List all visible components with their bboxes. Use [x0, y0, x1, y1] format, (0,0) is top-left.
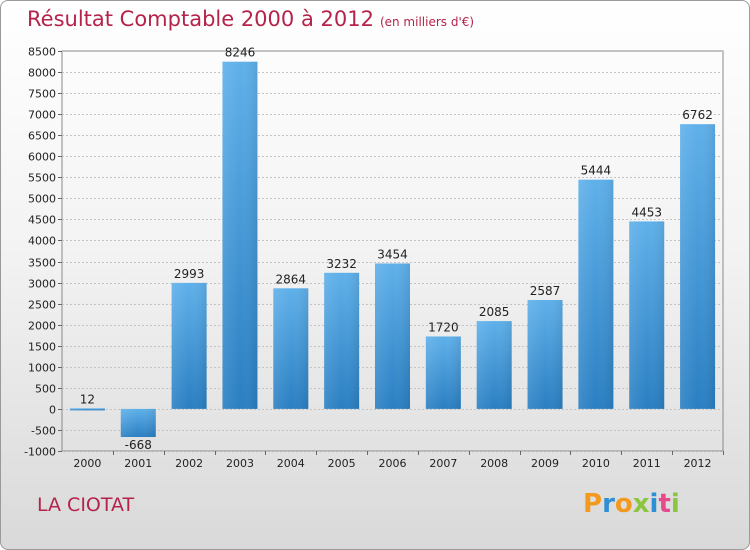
value-label: 2864 [276, 272, 307, 286]
logo-letter: t [658, 489, 671, 519]
x-tick-label: 2001 [124, 457, 152, 470]
bar-shade [375, 263, 410, 409]
y-tick-label: 6000 [28, 151, 56, 164]
logo-letter: i [670, 489, 680, 519]
value-label: 2587 [530, 284, 561, 298]
value-label: 4453 [631, 205, 662, 219]
bar-shade [476, 321, 512, 409]
x-tick-label: 2006 [379, 457, 407, 470]
bar-shade [69, 408, 105, 411]
bar-layer: 12 -668 2993 8246 2864 3232 3454 1720 2085 2587 54… [69, 46, 716, 452]
x-tick-label: 2010 [582, 457, 610, 470]
bar-group [324, 272, 360, 409]
bar-group [527, 299, 563, 409]
bar-group [629, 221, 665, 409]
y-tick-label: 2000 [28, 320, 56, 333]
bar-shade [273, 288, 309, 409]
logo-letter: i [649, 489, 659, 519]
bar-shade [629, 221, 665, 409]
bar-group [578, 179, 614, 409]
x-tick-label: 2011 [633, 457, 661, 470]
logo-letter: P [583, 489, 603, 519]
bar-group [273, 288, 309, 409]
bar-shade [578, 179, 614, 409]
logo-letter: r [602, 489, 615, 519]
grid-layer [61, 50, 724, 452]
value-label: 1720 [428, 320, 459, 334]
bar-group [69, 408, 105, 411]
y-tick-label: -1000 [24, 446, 56, 459]
bar-group [425, 336, 461, 409]
value-label: 5444 [581, 164, 612, 178]
y-tick-label: 8000 [28, 67, 56, 80]
value-label: -668 [125, 438, 152, 452]
y-tick-label: 3500 [28, 257, 56, 270]
bar-group [222, 61, 258, 409]
y-tick-label: 2500 [28, 299, 56, 312]
bar-shade [425, 336, 461, 409]
city-name: LA CIOTAT [37, 494, 135, 516]
value-label: 8246 [225, 46, 256, 60]
plot-border [61, 50, 724, 452]
bar-group [120, 408, 156, 438]
y-tick-label: 8500 [28, 46, 56, 59]
proxiti-logo: Proxiti [583, 489, 680, 519]
value-label: 3232 [326, 257, 357, 271]
bar-shade [324, 272, 360, 409]
y-tick-label: 4500 [28, 214, 56, 227]
x-tick-label: 2004 [277, 457, 305, 470]
x-tick-label: 2005 [328, 457, 356, 470]
bar-shade [527, 299, 563, 409]
logo-letter: x [632, 489, 650, 519]
y-tick-label: 3000 [28, 278, 56, 291]
y-tick-label: 1000 [28, 362, 56, 375]
bar-group [171, 282, 207, 409]
y-tick-label: 1500 [28, 341, 56, 354]
chart-title: Résultat Comptable 2000 à 2012 (en millie… [27, 7, 475, 31]
x-tick-label: 2002 [175, 457, 203, 470]
x-tick-label: 2003 [226, 457, 254, 470]
value-label: 3454 [377, 247, 408, 261]
value-label: 2085 [479, 305, 510, 319]
bar-group [476, 321, 512, 409]
bar-group [680, 124, 716, 409]
bar-shade [120, 408, 156, 438]
value-label: 2993 [174, 267, 205, 281]
axis-layer: -1000 -500 0 500 1000 1500 2000 2500 3000 3500 400… [24, 46, 724, 470]
y-tick-label: 5000 [28, 193, 56, 206]
y-tick-label: -500 [31, 425, 56, 438]
y-tick-label: 4000 [28, 235, 56, 248]
bar-shade [222, 61, 258, 409]
value-label: 6762 [682, 108, 713, 122]
y-tick-label: 500 [35, 383, 56, 396]
x-tick-label: 2007 [429, 457, 457, 470]
x-tick-label: 2012 [684, 457, 712, 470]
logo-letter: o [614, 489, 633, 519]
x-tick-label: 2008 [480, 457, 508, 470]
chart-subtitle: (en milliers d'€) [379, 15, 475, 29]
bar-shade [680, 124, 716, 409]
y-tick-label: 6500 [28, 130, 56, 143]
y-tick-label: 0 [49, 404, 56, 417]
x-tick-label: 2009 [531, 457, 559, 470]
bar-shade [171, 282, 207, 409]
y-tick-label: 7000 [28, 109, 56, 122]
value-label: 12 [80, 392, 95, 406]
bar-group [375, 263, 410, 409]
x-tick-label: 2000 [73, 457, 101, 470]
y-tick-label: 5500 [28, 172, 56, 185]
y-tick-label: 7500 [28, 88, 56, 101]
